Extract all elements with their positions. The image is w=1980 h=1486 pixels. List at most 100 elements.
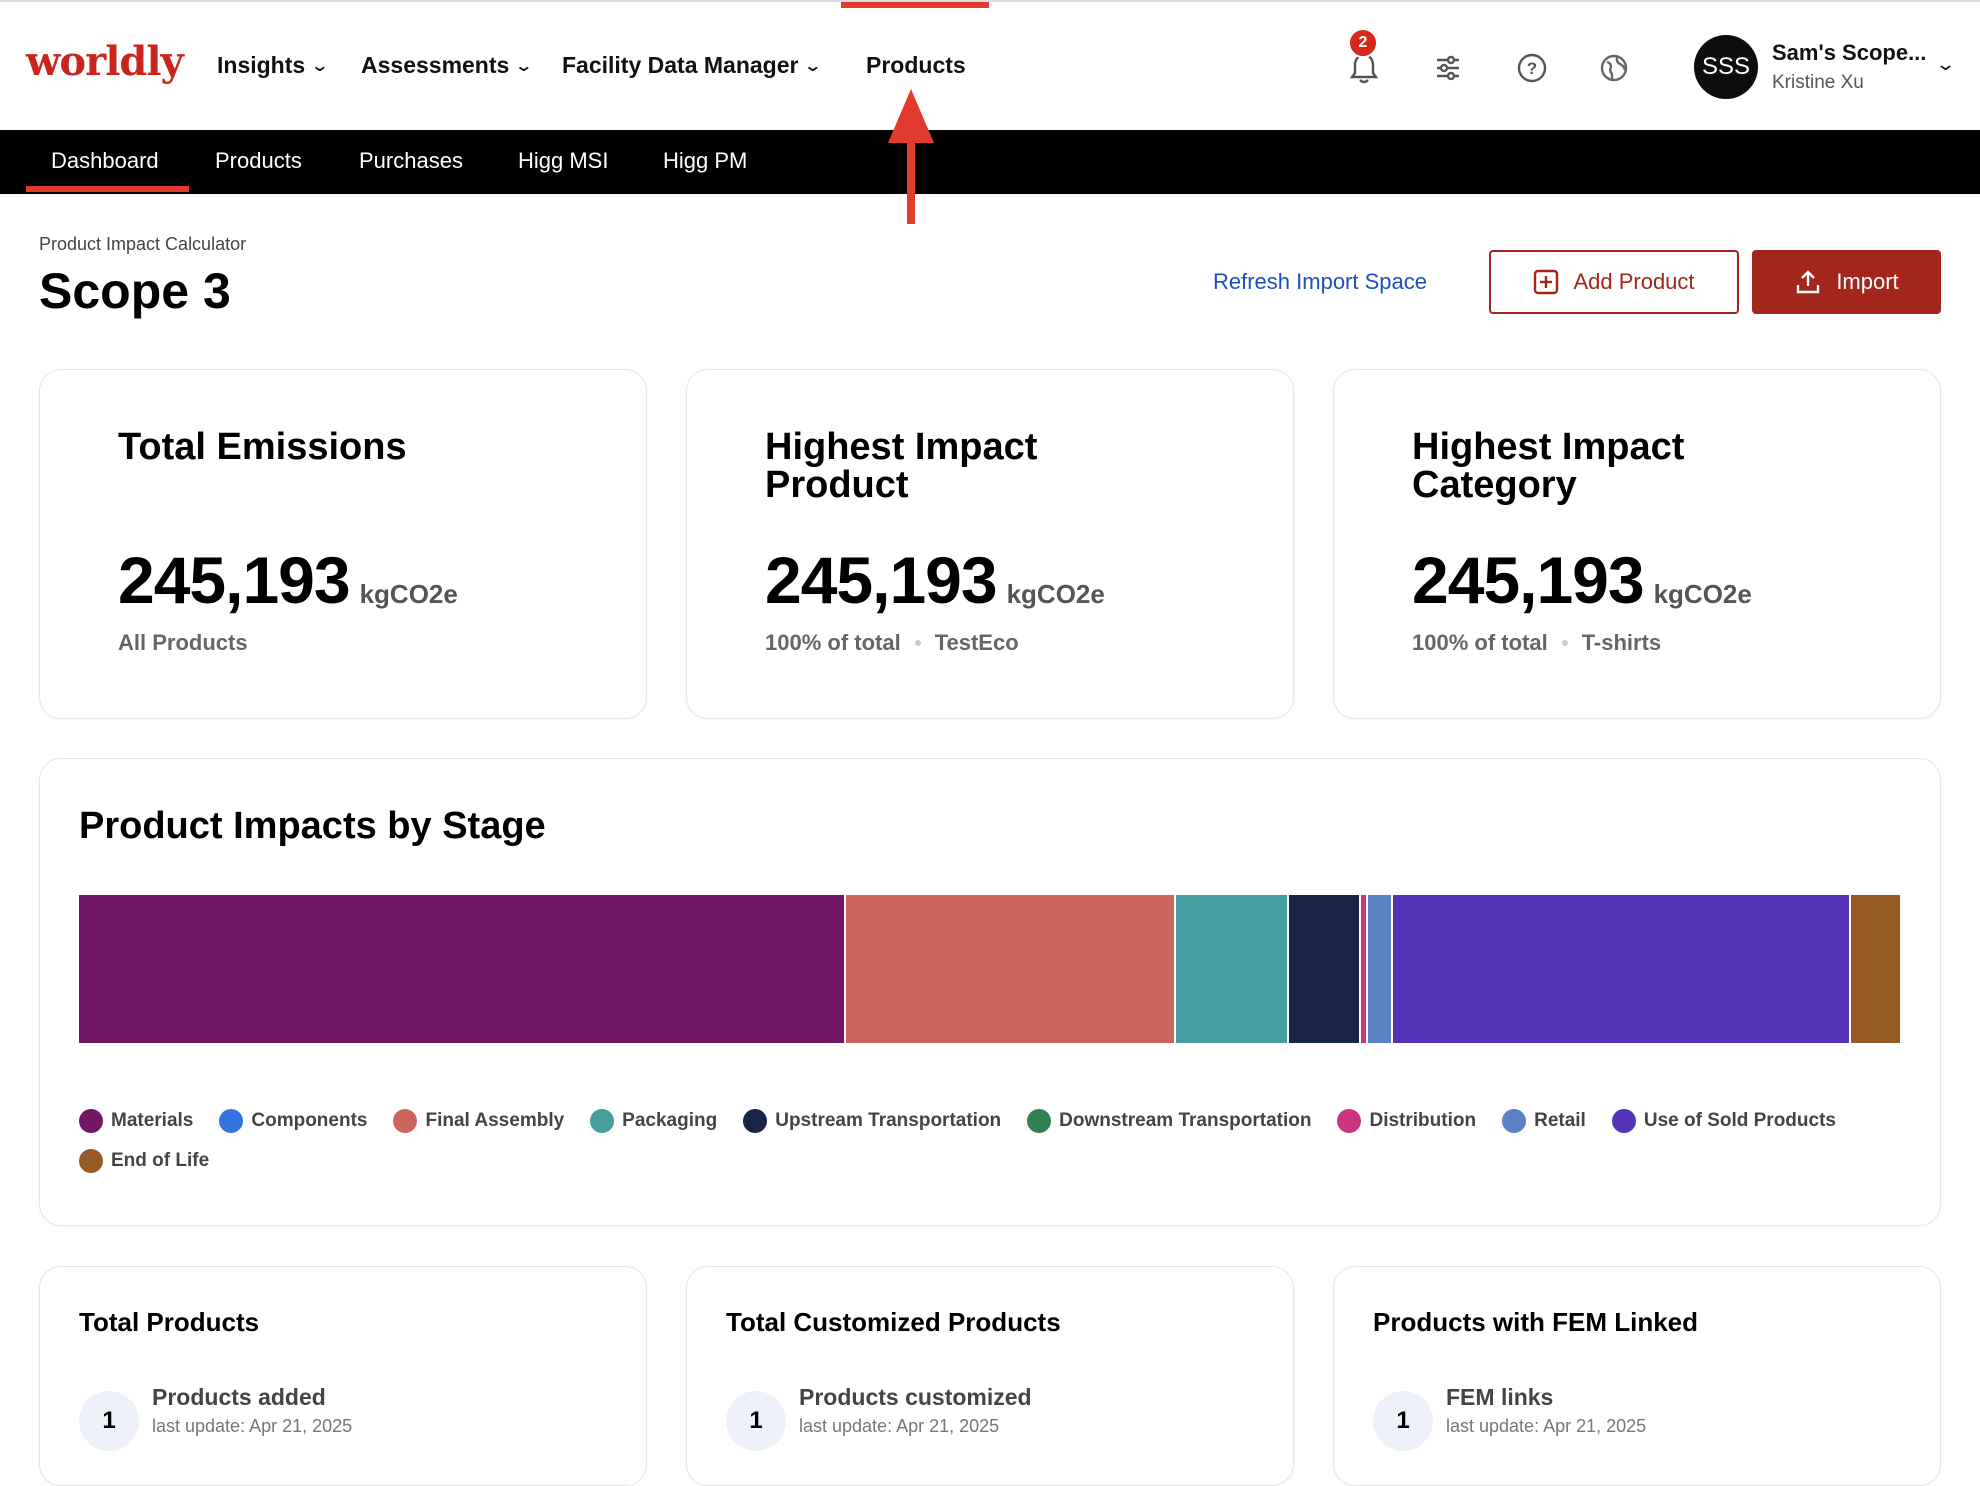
legend-label: Materials xyxy=(111,1110,194,1131)
nav-facility-data-manager[interactable]: Facility Data Manager ⌄ xyxy=(562,52,823,79)
legend-item[interactable]: End of Life xyxy=(79,1149,209,1173)
avatar[interactable]: SSS xyxy=(1694,35,1758,99)
count-label: FEM links xyxy=(1446,1384,1554,1410)
product-impacts-card: Product Impacts by Stage Materials Compon… xyxy=(39,758,1941,1226)
chart-legend: Materials Components Final Assembly Packagi… xyxy=(79,1109,1879,1173)
chevron-down-icon: ⌄ xyxy=(514,57,534,75)
stacked-impact-bar xyxy=(79,895,1902,1043)
page-title: Scope 3 xyxy=(39,263,231,319)
add-product-button[interactable]: Add Product xyxy=(1489,250,1739,314)
nav-active-indicator xyxy=(841,2,989,8)
nav-assessments[interactable]: Assessments ⌄ xyxy=(361,52,534,79)
separator-dot xyxy=(1561,640,1568,646)
user-subtitle: Kristine Xu xyxy=(1772,72,1864,93)
help-icon: ? xyxy=(1517,53,1547,83)
count-label: Products added xyxy=(152,1384,326,1410)
bar-segment-upstream-transportation[interactable] xyxy=(1289,895,1361,1043)
stat-subtitle: All Products xyxy=(118,630,248,656)
annotation-arrow-shaft xyxy=(907,140,915,224)
card-title: Total Customized Products xyxy=(726,1307,1061,1337)
legend-item[interactable]: Distribution xyxy=(1337,1109,1476,1133)
legend-swatch xyxy=(1027,1109,1052,1133)
sliders-icon xyxy=(1437,55,1459,81)
legend-swatch xyxy=(1502,1109,1527,1133)
stat-subtitle: 100% of total TestEco xyxy=(765,630,1019,656)
tab-products[interactable]: Products xyxy=(215,148,302,173)
legend-swatch xyxy=(1611,1109,1636,1133)
card-title: Products with FEM Linked xyxy=(1373,1307,1699,1337)
add-product-label: Add Product xyxy=(1573,269,1695,294)
legend-swatch xyxy=(1337,1109,1362,1133)
legend-swatch xyxy=(79,1149,103,1173)
nav-assessments-label: Assessments xyxy=(361,52,510,78)
tab-higg-msi[interactable]: Higg MSI xyxy=(518,148,609,173)
bar-segment-end-of-life[interactable] xyxy=(1850,895,1902,1043)
nav-products[interactable]: Products xyxy=(866,52,966,79)
count-label: Products customized xyxy=(799,1384,1032,1410)
legend-item[interactable]: Retail xyxy=(1502,1109,1586,1133)
nav-facility-label: Facility Data Manager xyxy=(562,52,799,78)
top-navigation: worldly Insights ⌄ Assessments ⌄ Facilit… xyxy=(0,0,1980,130)
svg-text:?: ? xyxy=(1527,59,1537,78)
last-update-text: last update: Apr 21, 2025 xyxy=(152,1416,353,1436)
stat-unit: kgCO2e xyxy=(1653,579,1752,609)
legend-item[interactable]: Components xyxy=(219,1109,367,1133)
chevron-down-icon: ⌄ xyxy=(310,57,330,75)
legend-label: Upstream Transportation xyxy=(775,1110,1002,1131)
globe-icon xyxy=(1600,54,1628,82)
legend-swatch xyxy=(79,1109,103,1133)
help-button[interactable]: ? xyxy=(1512,48,1552,88)
legend-label: Retail xyxy=(1534,1110,1586,1131)
tab-higg-pm[interactable]: Higg PM xyxy=(663,148,748,173)
total-customized-products-card: Total Customized Products 1 Products cus… xyxy=(686,1266,1294,1486)
settings-button[interactable] xyxy=(1428,48,1468,88)
stat-title: Total Emissions xyxy=(118,426,407,468)
legend-item[interactable]: Downstream Transportation xyxy=(1027,1109,1311,1133)
legend-label: End of Life xyxy=(111,1150,210,1171)
tab-purchases[interactable]: Purchases xyxy=(359,148,463,173)
separator-dot xyxy=(914,640,921,646)
chevron-down-icon[interactable]: ⌄ xyxy=(1934,54,1957,74)
legend-item[interactable]: Materials xyxy=(79,1109,193,1133)
import-button[interactable]: Import xyxy=(1752,250,1941,314)
language-button[interactable] xyxy=(1594,48,1634,88)
last-update-text: last update: Apr 21, 2025 xyxy=(799,1416,1000,1436)
nav-insights[interactable]: Insights ⌄ xyxy=(217,52,330,79)
stat-unit: kgCO2e xyxy=(1006,579,1105,609)
stat-number: 245,193 xyxy=(765,543,998,617)
worldly-logo[interactable]: worldly xyxy=(26,38,184,85)
legend-item[interactable]: Upstream Transportation xyxy=(743,1109,1001,1133)
legend-item[interactable]: Packaging xyxy=(590,1109,717,1133)
tab-dashboard[interactable]: Dashboard xyxy=(51,148,159,173)
sub-navigation: Dashboard Products Purchases Higg MSI Hi… xyxy=(0,130,1980,194)
last-update-text: last update: Apr 21, 2025 xyxy=(1446,1416,1647,1436)
total-products-card: Total Products 1 Products added last upd… xyxy=(39,1266,647,1486)
total-emissions-card: Total Emissions 245,193 kgCO2e All Produc… xyxy=(39,369,647,719)
stat-number: 245,193 xyxy=(1412,543,1645,617)
legend-item[interactable]: Final Assembly xyxy=(393,1109,564,1133)
legend-swatch xyxy=(590,1109,615,1133)
breadcrumb[interactable]: Product Impact Calculator xyxy=(39,234,247,254)
tab-active-indicator xyxy=(26,186,189,192)
highest-impact-product-card: Highest Impact Product 245,193 kgCO2e 100… xyxy=(686,369,1294,719)
count-badge: 1 xyxy=(726,1391,786,1451)
legend-label: Use of Sold Products xyxy=(1643,1110,1836,1131)
bar-segment-materials[interactable] xyxy=(79,895,847,1043)
stat-title: Highest Impact Category xyxy=(1412,426,1685,506)
user-name[interactable]: Sam's Scope... xyxy=(1772,40,1927,65)
nav-insights-label: Insights xyxy=(217,52,306,78)
bar-segment-use-of-sold-products[interactable] xyxy=(1393,895,1851,1043)
legend-item[interactable]: Use of Sold Products xyxy=(1611,1109,1836,1133)
bar-segment-retail[interactable] xyxy=(1367,895,1394,1043)
legend-label: Components xyxy=(251,1110,368,1131)
bar-segment-distribution[interactable] xyxy=(1360,895,1368,1043)
legend-swatch xyxy=(219,1109,244,1133)
legend-swatch xyxy=(393,1109,418,1133)
bar-segment-packaging[interactable] xyxy=(1176,895,1290,1043)
stat-title: Highest Impact Product xyxy=(765,426,1038,506)
bar-segment-final-assembly[interactable] xyxy=(846,895,1177,1043)
legend-label: Downstream Transportation xyxy=(1059,1110,1312,1131)
refresh-import-space-link[interactable]: Refresh Import Space xyxy=(1213,269,1427,294)
card-title: Total Products xyxy=(79,1307,260,1337)
annotation-arrow-icon xyxy=(888,89,934,143)
